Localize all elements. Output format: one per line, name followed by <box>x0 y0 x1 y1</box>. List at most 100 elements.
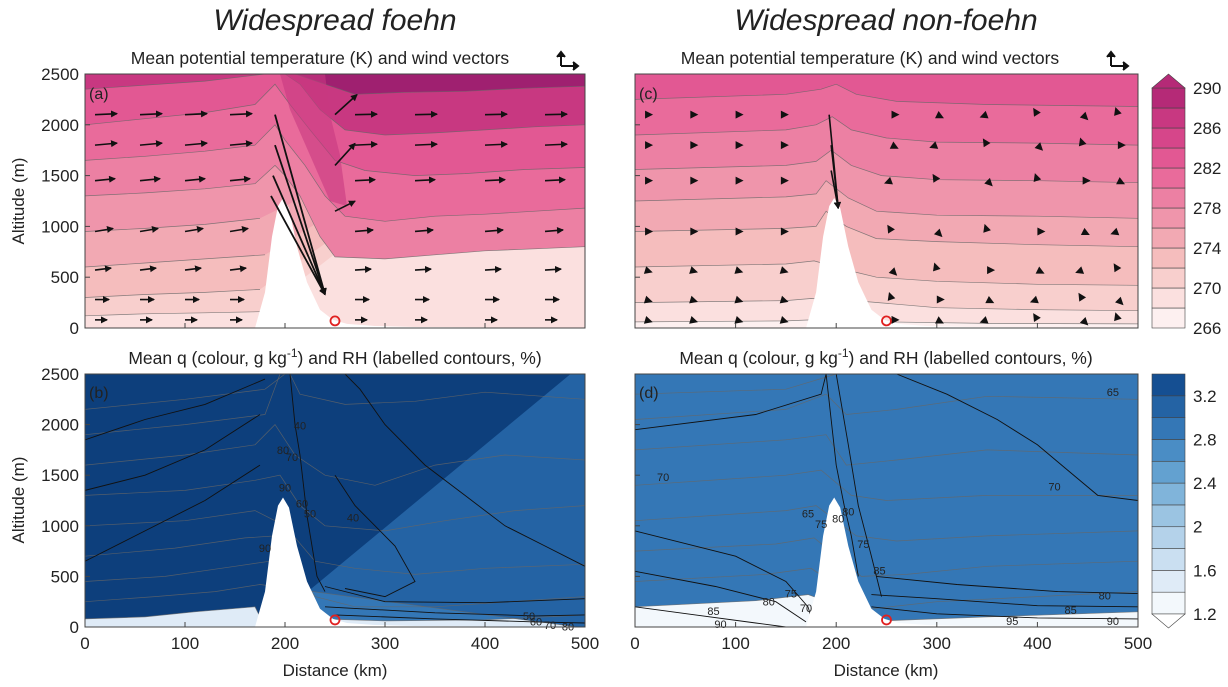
q-b-contour-1 <box>85 374 585 436</box>
wind-vector-c-62 <box>734 316 744 324</box>
panel-d-label: (d) <box>639 385 659 402</box>
q-colorbar-swatch-1 <box>1151 570 1186 593</box>
theta-colorbar-label-2: 274 <box>1193 239 1221 258</box>
wind-vector-a-22 <box>484 176 506 184</box>
y-axis-label-bottom: Altitude (m) <box>9 457 28 544</box>
wind-vector-a-11 <box>229 140 253 148</box>
xtick-label-d-4: 400 <box>1023 634 1051 653</box>
theta-a-contour-2 <box>85 254 266 268</box>
q-b-band-9 <box>85 374 571 627</box>
ytick-label-b-2: 1000 <box>41 517 79 536</box>
theta-colorbar-swatch-7 <box>1151 167 1186 189</box>
q-b-contour-7 <box>85 584 581 627</box>
theta-colorbar-swatch-5 <box>1151 207 1186 229</box>
theta-colorbar-swatch-9 <box>1151 127 1186 149</box>
wind-vector-c-22 <box>735 176 744 185</box>
wind-vector-c-61 <box>689 316 698 324</box>
panel-a-frame <box>84 73 586 329</box>
rh-label-d-14: 80 <box>1099 591 1111 603</box>
panel-c-title: Mean potential temperature (K) and wind … <box>681 48 1060 68</box>
theta-colorbar-extend <box>1151 73 1186 89</box>
q-b-contour-3 <box>85 474 585 532</box>
theta-c-contour-2 <box>635 260 1138 286</box>
rh-label-b-7: 90 <box>259 543 271 555</box>
q-colorbar-swatch-7 <box>1151 439 1186 462</box>
wind-vector-a-15 <box>544 140 568 148</box>
rh-label-d-16: 90 <box>1107 616 1119 628</box>
wind-vector-a-16 <box>94 175 116 183</box>
rh-b-contour-6 <box>324 586 585 604</box>
q-d-contour-4 <box>635 505 1138 542</box>
wind-vector-c-55 <box>936 295 945 304</box>
wind-vector-a-0 <box>94 110 118 118</box>
rh-b-contour-7 <box>324 606 585 617</box>
wind-vector-c-5 <box>935 111 944 119</box>
wind-vector-c-69 <box>1114 312 1122 322</box>
rh-label-d-2: 70 <box>1048 481 1060 493</box>
wind-vector-c-41 <box>689 266 698 274</box>
q-d-contour-3 <box>635 469 1138 501</box>
wind-vector-c-17 <box>1034 142 1044 151</box>
wind-vector-c-20 <box>645 176 654 185</box>
xtick-label-b-2: 200 <box>271 634 299 653</box>
wind-vector-a-25 <box>139 226 159 233</box>
wind-vector-c-53 <box>779 295 789 304</box>
rh-d-contour-7 <box>876 575 1138 595</box>
q-colorbar-swatch-10 <box>1151 373 1186 397</box>
wind-vector-a-2 <box>184 110 208 118</box>
xtick-label-b-1: 100 <box>171 634 199 653</box>
rh-d-contour-4 <box>635 606 786 627</box>
theta-colorbar-swatch-2 <box>1151 267 1186 289</box>
rh-label-d-0: 65 <box>1107 387 1119 399</box>
rh-label-b-2: 70 <box>286 452 298 464</box>
rh-b-contour-8 <box>334 614 585 624</box>
ytick-label-b-0: 0 <box>70 618 79 637</box>
rh-d-contour-9 <box>835 374 882 597</box>
wind-vector-a-57 <box>334 142 356 166</box>
theta-a-contour-3 <box>85 217 261 232</box>
theta-colorbar-swatch-6 <box>1151 187 1186 209</box>
wind-vector-a-59 <box>274 114 327 296</box>
theta-colorbar-swatch-11 <box>1151 87 1186 109</box>
wind-vector-c-67 <box>1033 313 1041 322</box>
rh-label-d-12: 85 <box>707 606 719 618</box>
wind-vector-a-20 <box>354 176 376 184</box>
wind-vector-c-29 <box>1116 177 1126 185</box>
q-d-contour-2 <box>635 434 1138 466</box>
wind-vector-a-24 <box>94 226 114 233</box>
x-axis-label-left: Distance (km) <box>283 661 388 680</box>
q-colorbar-swatch-2 <box>1151 548 1186 571</box>
q-b-contour-8 <box>85 606 266 627</box>
column-title-foehn: Widespread foehn <box>213 4 456 37</box>
wind-vector-a-61 <box>272 175 326 296</box>
wind-vector-c-4 <box>891 110 900 119</box>
theta-colorbar-label-6: 290 <box>1193 79 1221 98</box>
q-colorbar-label-5: 3.2 <box>1193 387 1217 406</box>
rh-d-contour-1 <box>896 374 1138 501</box>
wind-vector-a-3 <box>229 110 253 118</box>
theta-a-band-9 <box>295 74 585 95</box>
theta-colorbar-swatch-1 <box>1151 287 1186 309</box>
panel-d-title: Mean q (colour, g kg-1) and RH (labelled… <box>679 346 1092 368</box>
wind-vector-a-32 <box>94 265 112 273</box>
wind-vector-c-3 <box>780 110 789 119</box>
wind-vector-c-2 <box>735 110 744 119</box>
wind-vector-c-49 <box>1113 263 1122 273</box>
wind-vector-a-17 <box>139 175 161 183</box>
wind-vector-c-14 <box>889 141 899 149</box>
rh-label-b-1: 80 <box>277 445 289 457</box>
xtick-label-d-5: 500 <box>1124 634 1152 653</box>
wind-vector-c-64 <box>891 315 900 324</box>
wind-vector-c-60 <box>643 316 653 324</box>
q-d-contour-5 <box>635 537 1138 577</box>
theta-c-contour-6 <box>635 116 1138 146</box>
xtick-label-d-1: 100 <box>721 634 749 653</box>
wind-vector-c-30 <box>645 227 654 236</box>
ytick-label-a-3: 1500 <box>41 167 79 186</box>
q-colorbar-label-3: 2.4 <box>1193 474 1217 493</box>
wind-vector-a-13 <box>414 140 438 148</box>
terrain-d <box>806 497 1138 627</box>
wind-vector-c-45 <box>933 262 941 272</box>
wind-vector-a-39 <box>544 265 562 273</box>
wind-vector-c-48 <box>1075 266 1085 274</box>
